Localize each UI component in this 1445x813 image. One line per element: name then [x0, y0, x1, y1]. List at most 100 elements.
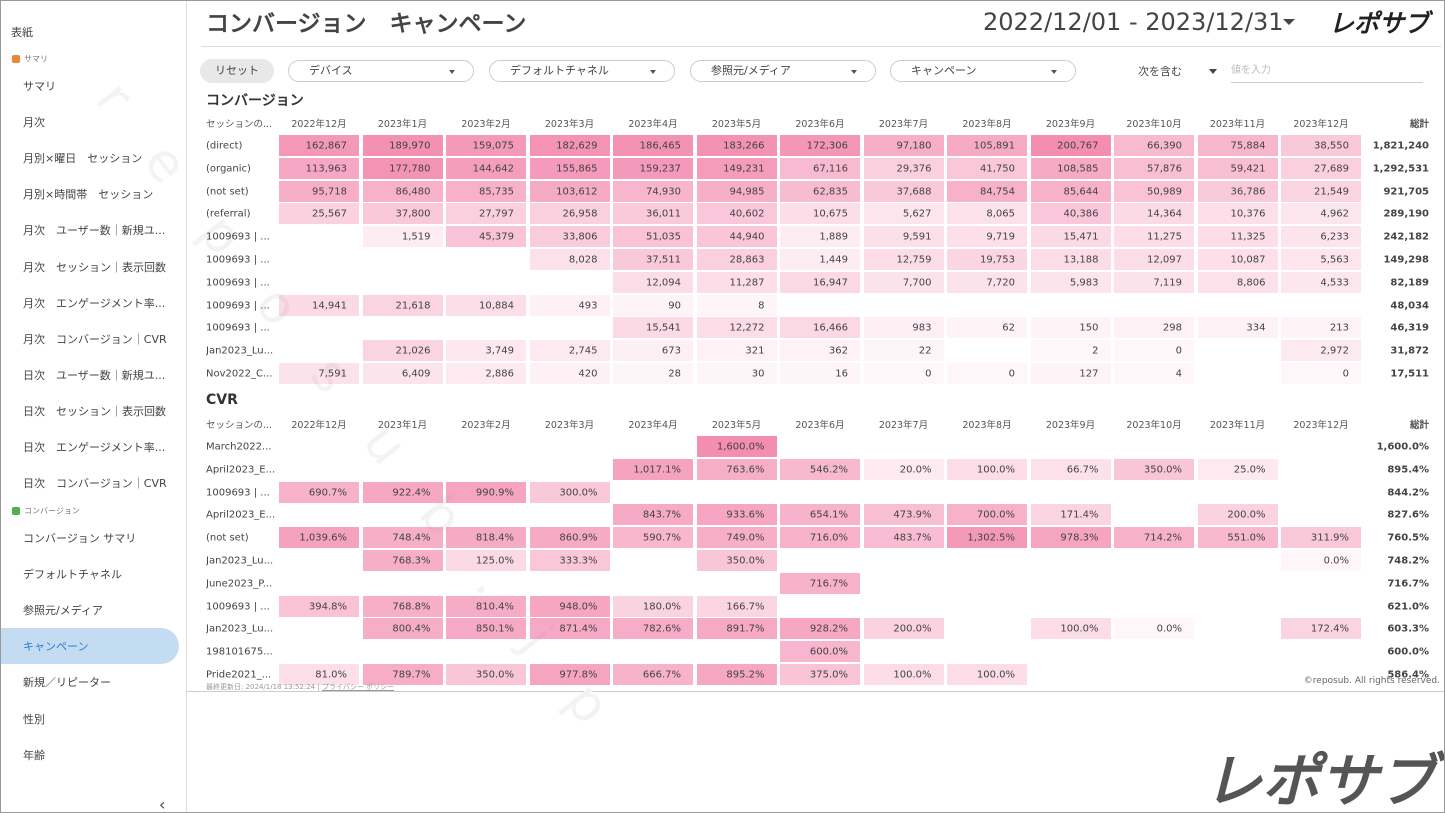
heat-cell: [696, 249, 777, 270]
privacy-link[interactable]: プライバシー ポリシー: [322, 683, 395, 691]
column-header[interactable]: 2023年9月: [1045, 420, 1096, 431]
nav-item[interactable]: 日次 エンゲージメント率...: [23, 441, 166, 454]
column-header[interactable]: 2023年2月: [461, 119, 511, 130]
column-header[interactable]: 2023年1月: [377, 420, 428, 431]
reset-button[interactable]: リセット: [200, 59, 274, 83]
search-input[interactable]: 値を入力: [1231, 59, 1423, 83]
nav-item[interactable]: 性別: [23, 712, 45, 726]
nav-item[interactable]: 月次 セッション｜表示回数: [23, 260, 166, 274]
column-header[interactable]: 2023年5月: [711, 119, 762, 130]
column-header[interactable]: 2023年8月: [962, 119, 1012, 130]
column-header[interactable]: 2023年7月: [878, 119, 929, 130]
cell-value: 95,718: [312, 186, 347, 198]
heat-cell: [947, 180, 1027, 202]
cell-value: 189,970: [389, 140, 431, 152]
heat-cell: [613, 664, 693, 685]
column-header[interactable]: 2023年12月: [1293, 119, 1349, 130]
nav-item[interactable]: 月次 ユーザー数｜新規ユ...: [23, 224, 166, 238]
column-header[interactable]: 2023年6月: [795, 420, 845, 431]
section-icon: [12, 55, 20, 63]
section-title: サマリ: [24, 54, 48, 64]
nav-item[interactable]: 新規／リピーター: [23, 676, 111, 690]
heat-cell: [529, 135, 610, 156]
collapse-button[interactable]: ‹: [159, 795, 166, 813]
row-label: 1009693 | ...: [206, 487, 270, 499]
cell-value: 66.7%: [1066, 464, 1099, 476]
column-header[interactable]: 2023年11月: [1209, 119, 1266, 130]
nav-item[interactable]: 月別×曜日 セッション: [23, 152, 143, 166]
filter-dropdown[interactable]: デフォルトチャネル: [489, 60, 675, 82]
column-header[interactable]: 2023年7月: [878, 420, 929, 431]
row-header[interactable]: セッションの...: [206, 119, 272, 130]
nav-item[interactable]: キャンペーン: [23, 640, 89, 654]
nav-item[interactable]: コンバージョン サマリ: [23, 532, 137, 545]
heat-cell: [1197, 271, 1278, 293]
nav-item[interactable]: 日次 セッション｜表示回数: [23, 404, 166, 418]
cell-value: 716.0%: [809, 532, 848, 544]
row-total: 149,298: [1383, 254, 1429, 266]
cell-value: 0: [1008, 368, 1015, 380]
heat-cell: [446, 294, 526, 316]
column-header[interactable]: 2022年12月: [291, 119, 347, 130]
column-header[interactable]: 2023年8月: [962, 420, 1012, 431]
heat-cell: [780, 180, 860, 202]
heat-cell: [1030, 363, 1111, 384]
nav-item[interactable]: デフォルトチャネル: [23, 568, 122, 582]
heat-cell: [780, 664, 860, 685]
cell-value: 551.0%: [1227, 532, 1266, 544]
cell-value: 62,835: [813, 186, 848, 198]
heat-cell: [613, 363, 693, 384]
column-header[interactable]: 2023年10月: [1126, 420, 1182, 431]
cell-value: 200,767: [1057, 140, 1099, 152]
row-header[interactable]: セッションの...: [206, 420, 272, 431]
column-header[interactable]: 2023年1月: [377, 119, 428, 130]
cell-value: 810.4%: [475, 601, 514, 613]
heat-cell: [696, 363, 777, 384]
column-header[interactable]: 2023年6月: [795, 119, 845, 130]
column-header[interactable]: 2023年10月: [1126, 119, 1182, 130]
cell-value: 51,035: [646, 231, 681, 243]
heat-cell: [446, 180, 526, 202]
cover-link[interactable]: 表紙: [11, 26, 33, 39]
column-header[interactable]: 2023年4月: [628, 420, 678, 431]
heat-cell: [446, 595, 526, 617]
nav-item[interactable]: サマリ: [23, 80, 56, 93]
column-header[interactable]: 2023年11月: [1209, 420, 1266, 431]
match-mode[interactable]: 次を含む: [1138, 65, 1182, 78]
heat-cell: [613, 249, 693, 270]
date-dropdown-arrow[interactable]: [1283, 19, 1295, 25]
column-header[interactable]: 2023年4月: [628, 119, 678, 130]
nav-item[interactable]: 日次 ユーザー数｜新規ユ...: [23, 368, 166, 382]
heat-cell: [780, 458, 860, 480]
nav-item[interactable]: 月次: [23, 116, 45, 130]
heat-cell: [696, 595, 777, 617]
date-range[interactable]: 2022/12/01 - 2023/12/31: [983, 8, 1284, 36]
filter-dropdown[interactable]: 参照元/メディア: [690, 60, 876, 82]
column-header[interactable]: 2023年3月: [544, 420, 595, 431]
cell-value: 159,075: [472, 140, 514, 152]
cell-value: 311.9%: [1310, 532, 1349, 544]
column-header[interactable]: 2023年5月: [711, 420, 762, 431]
column-header[interactable]: 2023年12月: [1293, 420, 1349, 431]
column-header[interactable]: 2023年3月: [544, 119, 595, 130]
column-header[interactable]: 2023年9月: [1045, 119, 1096, 130]
cell-value: 11,325: [1230, 231, 1266, 243]
filter-dropdown[interactable]: デバイス: [288, 60, 474, 82]
nav-item[interactable]: 月別×時間帯 セッション: [23, 188, 154, 202]
nav-item[interactable]: 月次 コンバージョン｜CVR: [23, 332, 167, 346]
heat-cell: [613, 618, 693, 640]
cell-value: 41,750: [980, 163, 1015, 175]
cell-value: 7,119: [1153, 277, 1182, 289]
column-header[interactable]: 2023年2月: [461, 420, 511, 431]
nav-item[interactable]: 日次 コンバージョン｜CVR: [23, 477, 167, 491]
cell-value: 2,886: [485, 368, 514, 380]
cell-value: 5,563: [1320, 254, 1349, 266]
nav-item[interactable]: 参照元/メディア: [23, 604, 103, 618]
cell-value: 1,519: [401, 231, 431, 243]
nav-item[interactable]: 年齢: [23, 748, 45, 762]
cell-value: 85,735: [479, 186, 514, 198]
column-header[interactable]: 2022年12月: [291, 420, 347, 431]
filter-dropdown[interactable]: キャンペーン: [890, 60, 1076, 82]
nav-item[interactable]: 月次 エンゲージメント率...: [23, 296, 166, 310]
